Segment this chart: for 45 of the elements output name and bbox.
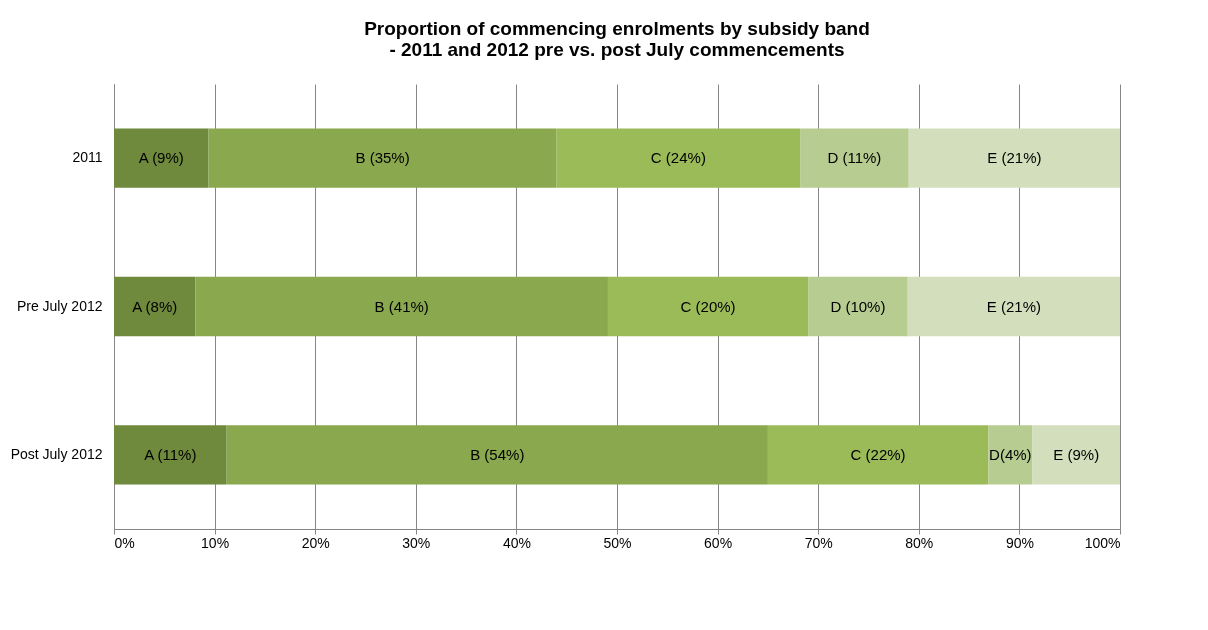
data-label: E (21%) [987, 149, 1042, 167]
chart-title: Proportion of commencing enrolments by subsidy band - 2011 and 2012 pre vs. post July commencements [364, 18, 870, 60]
x-tick-label: 90% [1005, 534, 1034, 551]
bar [195, 276, 608, 337]
data-label: B (35%) [355, 149, 410, 167]
data-label: D (11%) [827, 149, 882, 167]
x-tick-label: 70% [804, 534, 833, 551]
bar [808, 276, 908, 337]
bar [1032, 425, 1120, 485]
y-tick-label: Pre July 2012 [16, 297, 103, 314]
data-label: C (20%) [680, 297, 736, 315]
bar [114, 128, 209, 188]
data-label: A (9%) [138, 149, 184, 167]
x-tick-label: 100% [1084, 534, 1121, 551]
data-label: B (41%) [374, 297, 429, 315]
data-label: D (10%) [830, 297, 886, 315]
bar [607, 276, 809, 337]
x-tick-label: 20% [301, 534, 330, 551]
bar [908, 128, 1120, 188]
bar [767, 425, 989, 485]
bar [556, 128, 801, 188]
bar [988, 425, 1033, 485]
bar [226, 425, 768, 485]
data-label: A (8%) [132, 297, 178, 315]
data-label: D(4%) [989, 445, 1032, 463]
bar [907, 276, 1120, 337]
x-tick-label: 50% [603, 534, 632, 551]
data-label: C (22%) [850, 445, 906, 463]
x-tick-label: 80% [905, 534, 934, 551]
y-tick-label: 2011 [72, 149, 103, 166]
data-label: E (9%) [1053, 445, 1100, 463]
x-tick-label: 0% [114, 534, 135, 551]
bar [114, 425, 227, 485]
data-label: C (24%) [650, 149, 706, 167]
x-tick-label: 30% [402, 534, 431, 551]
x-tick-label: 60% [704, 534, 733, 551]
x-tick-label: 40% [502, 534, 531, 551]
bar [800, 128, 909, 188]
bar [208, 128, 557, 188]
y-tick-label: Post July 2012 [10, 445, 103, 462]
data-label: B (54%) [470, 445, 525, 463]
x-tick-label: 10% [201, 534, 230, 551]
bar [114, 276, 196, 337]
data-label: A (11%) [144, 445, 197, 463]
data-label: E (21%) [986, 297, 1041, 315]
